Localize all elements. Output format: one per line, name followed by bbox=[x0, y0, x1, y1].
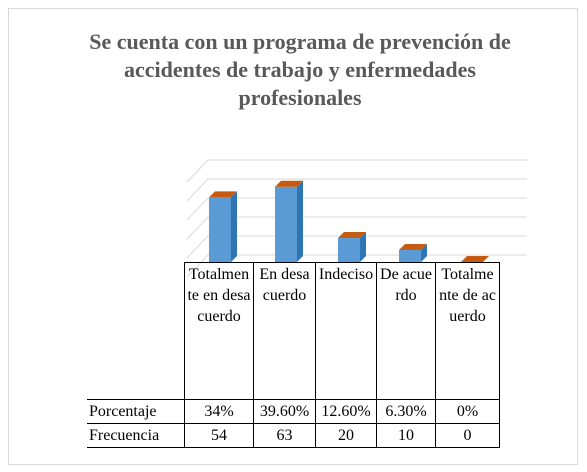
bar-front bbox=[275, 186, 297, 262]
row-header: Porcentaje bbox=[87, 399, 185, 424]
frequency-cell: 20 bbox=[315, 423, 377, 448]
grid-line bbox=[186, 216, 527, 240]
bar bbox=[209, 191, 237, 262]
percent-cell: 6.30% bbox=[376, 399, 436, 424]
frequency-cell: 54 bbox=[184, 423, 254, 448]
frequency-cell: 63 bbox=[253, 423, 316, 448]
bar-top bbox=[338, 232, 366, 239]
grid-line bbox=[186, 235, 527, 259]
grid-line bbox=[186, 159, 527, 183]
category-label: Totalmente de acuerdo bbox=[435, 262, 500, 400]
frequency-cell: 10 bbox=[376, 423, 436, 448]
bar-top bbox=[399, 244, 427, 251]
grid-line bbox=[186, 178, 527, 202]
bar-top bbox=[461, 256, 489, 262]
bar bbox=[338, 232, 366, 262]
bar-top bbox=[275, 180, 303, 187]
bar-front bbox=[399, 250, 421, 262]
chart-frame bbox=[8, 8, 578, 465]
frequency-cell: 0 bbox=[435, 423, 500, 448]
bar-side bbox=[421, 244, 427, 262]
row-header: Frecuencia bbox=[87, 423, 185, 448]
bar bbox=[461, 256, 489, 262]
bar bbox=[399, 244, 427, 262]
bar-front bbox=[338, 238, 360, 262]
category-label: Indeciso bbox=[315, 262, 377, 400]
bar bbox=[275, 180, 303, 262]
bar-front bbox=[209, 197, 231, 262]
category-label: Totalmente en desacuerdo bbox=[184, 262, 254, 400]
bar-top bbox=[209, 191, 237, 198]
chart-title: Se cuenta con un programa de prevención … bbox=[89, 29, 511, 110]
bar-side bbox=[360, 232, 366, 262]
grid-line bbox=[186, 197, 527, 221]
bar-side bbox=[297, 180, 303, 262]
category-label: De acuerdo bbox=[376, 262, 436, 400]
bar-side bbox=[231, 191, 237, 262]
percent-cell: 0% bbox=[435, 399, 500, 424]
category-label: En desacuerdo bbox=[253, 262, 316, 400]
percent-cell: 12.60% bbox=[315, 399, 377, 424]
percent-cell: 39.60% bbox=[253, 399, 316, 424]
data-table: Totalmente en desacuerdo En desacuerdo I… bbox=[87, 262, 500, 448]
percent-cell: 34% bbox=[184, 399, 254, 424]
